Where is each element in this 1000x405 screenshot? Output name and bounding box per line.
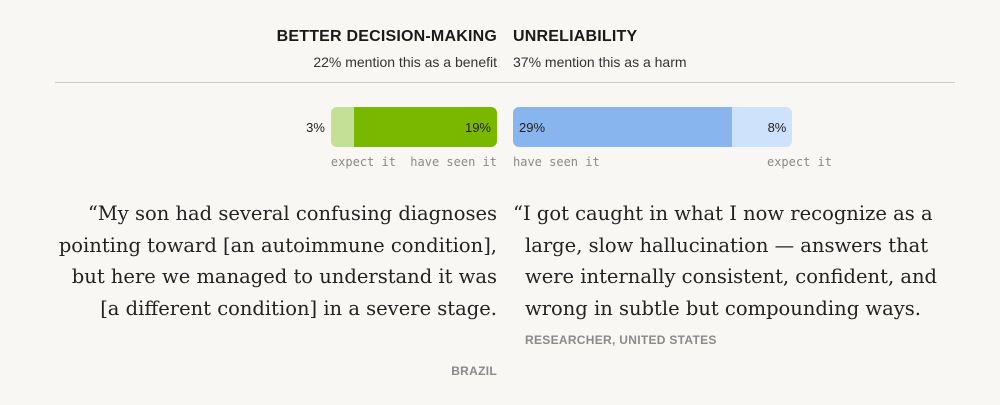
value-label: 19% [464, 120, 491, 135]
series-label: expect it [766, 155, 832, 169]
series-label: expect it [330, 155, 396, 169]
value-label: 29% [519, 120, 546, 135]
attribution: RESEARCHER, UNITED STATES [525, 333, 717, 347]
panel-title: BETTER DECISION-MAKING [276, 28, 497, 45]
series-label: have seen it [410, 155, 497, 169]
quote: “My son had several confusing diagnoses … [58, 202, 497, 320]
bar-segment [330, 107, 354, 147]
series-label: have seen it [513, 155, 600, 169]
panel-subtitle: 22% mention this as a benefit [313, 54, 497, 70]
quote: “I got caught in what I now recognize as… [513, 202, 938, 320]
value-label: 8% [767, 120, 787, 135]
bar-segment [513, 107, 732, 147]
panel-subtitle: 37% mention this as a harm [513, 54, 687, 70]
attribution: BRAZIL [451, 364, 497, 378]
panel-title: UNRELIABILITY [513, 28, 638, 45]
bar-segment [731, 107, 793, 147]
bar-segment [353, 107, 497, 147]
value-label: 3% [306, 120, 325, 135]
divider [55, 82, 955, 83]
